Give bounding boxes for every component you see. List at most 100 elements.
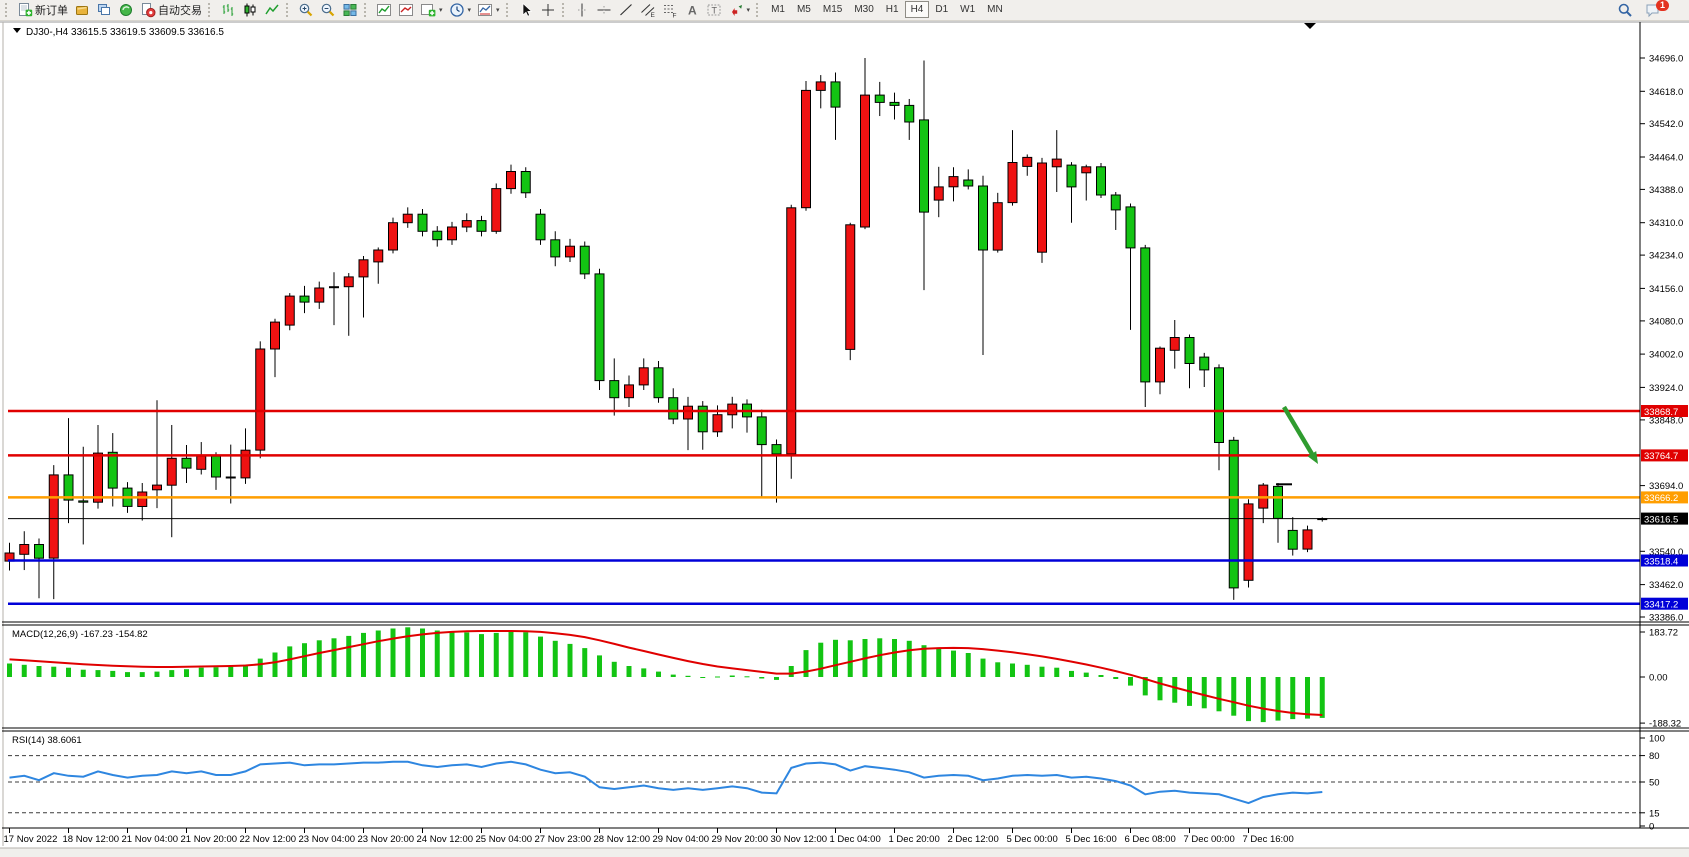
svg-text:100: 100 bbox=[1649, 734, 1665, 745]
chart-shift-marker[interactable] bbox=[1304, 23, 1316, 29]
timeframe-w1-button[interactable]: W1 bbox=[954, 1, 981, 18]
toolbar-group-timeframes: M1 M5 M15 M30 H1 H4 D1 W1 MN bbox=[753, 1, 1009, 19]
svg-text:34388.0: 34388.0 bbox=[1649, 185, 1683, 196]
cascade-windows-button[interactable] bbox=[93, 1, 115, 19]
periods-button[interactable]: ▾ bbox=[446, 1, 475, 19]
toolbar-grip bbox=[505, 2, 511, 17]
text-a-icon: A bbox=[688, 3, 697, 17]
horizontal-lines-layer[interactable] bbox=[8, 409, 1640, 605]
toolbar: 新订单 自动交易 ▾ ▾ ▾ E F A T ▾ M1 M5 M15 M30 H1 H4 D1 W1 MN 1 bbox=[0, 0, 1689, 21]
zoom-out-button[interactable] bbox=[317, 1, 339, 19]
market-watch-button[interactable] bbox=[115, 1, 137, 19]
horizontal-line-button[interactable] bbox=[593, 1, 615, 19]
templates-button[interactable]: ▾ bbox=[474, 1, 503, 19]
toolbar-grip bbox=[364, 2, 369, 17]
svg-text:33518.4: 33518.4 bbox=[1644, 556, 1678, 567]
notifications-button[interactable]: 1 bbox=[1642, 0, 1679, 19]
indicator-icon bbox=[377, 3, 391, 16]
svg-text:33417.2: 33417.2 bbox=[1644, 600, 1678, 611]
toolbar-grip bbox=[756, 2, 761, 17]
search-icon bbox=[1618, 3, 1632, 17]
svg-text:33462.0: 33462.0 bbox=[1649, 580, 1683, 591]
crosshair-icon bbox=[541, 3, 554, 16]
timeframe-mn-button[interactable]: MN bbox=[981, 1, 1009, 18]
chart-plus-icon bbox=[421, 3, 436, 16]
timeframe-m5-button[interactable]: M5 bbox=[791, 1, 817, 18]
chevron-down-icon: ▾ bbox=[496, 6, 500, 14]
autotrade-icon bbox=[142, 2, 156, 17]
svg-text:34310.0: 34310.0 bbox=[1649, 218, 1683, 229]
vertical-line-button[interactable] bbox=[571, 1, 593, 19]
timeframe-h4-button[interactable]: H4 bbox=[904, 1, 930, 18]
chart-area[interactable]: DJ30-,H4 33615.5 33619.5 33609.5 33616.5… bbox=[0, 21, 1689, 857]
indicator-windows-button[interactable] bbox=[395, 1, 417, 19]
zoom-out-icon bbox=[321, 3, 335, 16]
tile-windows-button[interactable] bbox=[339, 1, 361, 19]
line-chart-button[interactable] bbox=[261, 1, 283, 19]
cursor-icon bbox=[522, 2, 532, 17]
svg-text:34464.0: 34464.0 bbox=[1649, 153, 1683, 164]
text-label-button[interactable]: T bbox=[703, 1, 725, 19]
svg-text:T: T bbox=[711, 5, 717, 15]
trend-arrow-annotation[interactable] bbox=[1282, 405, 1318, 464]
new-order-button[interactable]: 新订单 bbox=[14, 1, 71, 19]
arrows-icon bbox=[731, 4, 742, 16]
svg-text:33868.7: 33868.7 bbox=[1644, 407, 1678, 418]
window-bottom-strip bbox=[0, 848, 1689, 857]
price-axis[interactable]: 34696.0 34618.0 34542.0 34464.0 34388.0 34310… bbox=[1639, 22, 1688, 833]
toolbar-group-chart-tools: ▾ ▾ ▾ bbox=[361, 1, 503, 19]
timeframe-m1-button[interactable]: M1 bbox=[765, 1, 791, 18]
svg-text:33764.7: 33764.7 bbox=[1644, 451, 1678, 462]
svg-text:34080.0: 34080.0 bbox=[1649, 316, 1683, 327]
toolbar-right: 1 bbox=[1614, 0, 1685, 19]
cursor-button[interactable] bbox=[515, 1, 537, 19]
clock-icon bbox=[449, 2, 464, 17]
timeframe-m15-button[interactable]: M15 bbox=[817, 1, 848, 18]
svg-text:RSI(14) 38.6061: RSI(14) 38.6061 bbox=[12, 735, 82, 746]
svg-text:24 Nov 12:00: 24 Nov 12:00 bbox=[417, 834, 474, 845]
toolbar-grip bbox=[286, 2, 291, 17]
zoom-in-icon bbox=[299, 3, 313, 16]
search-button[interactable] bbox=[1614, 1, 1636, 19]
orb-icon bbox=[120, 3, 132, 16]
zoom-in-button[interactable] bbox=[295, 1, 317, 19]
svg-text:15: 15 bbox=[1649, 808, 1660, 819]
svg-text:17 Nov 2022: 17 Nov 2022 bbox=[4, 834, 58, 845]
timeframe-d1-button[interactable]: D1 bbox=[929, 1, 954, 18]
candlestick-chart-button[interactable] bbox=[239, 1, 261, 19]
svg-text:F: F bbox=[672, 12, 676, 18]
auto-trading-button[interactable]: 自动交易 bbox=[137, 1, 205, 19]
trendline-button[interactable] bbox=[615, 1, 637, 19]
charts-button[interactable] bbox=[71, 1, 93, 19]
toolbar-button-label: 新订单 bbox=[35, 4, 68, 17]
timeframe-h1-button[interactable]: H1 bbox=[880, 1, 905, 18]
svg-text:34542.0: 34542.0 bbox=[1649, 119, 1683, 130]
svg-text:34618.0: 34618.0 bbox=[1649, 87, 1683, 98]
svg-text:1 Dec 20:00: 1 Dec 20:00 bbox=[889, 834, 940, 845]
add-indicator-button[interactable]: ▾ bbox=[417, 1, 446, 19]
text-button[interactable]: A bbox=[681, 1, 703, 19]
arrows-button[interactable]: ▾ bbox=[725, 1, 754, 19]
template-icon bbox=[478, 3, 493, 16]
equidistant-channel-button[interactable]: E bbox=[637, 1, 659, 19]
toolbar-group-chart-type bbox=[205, 1, 283, 19]
candles-layer bbox=[4, 58, 1328, 600]
svg-text:7 Dec 16:00: 7 Dec 16:00 bbox=[1243, 834, 1294, 845]
indicators-button[interactable] bbox=[373, 1, 395, 19]
timeframe-m30-button[interactable]: M30 bbox=[848, 1, 879, 18]
svg-text:23 Nov 20:00: 23 Nov 20:00 bbox=[358, 834, 415, 845]
svg-text:1 Dec 04:00: 1 Dec 04:00 bbox=[830, 834, 881, 845]
svg-text:34696.0: 34696.0 bbox=[1649, 54, 1683, 65]
svg-text:25 Nov 04:00: 25 Nov 04:00 bbox=[476, 834, 533, 845]
svg-text:30 Nov 12:00: 30 Nov 12:00 bbox=[771, 834, 828, 845]
toolbar-grip bbox=[5, 2, 10, 17]
bar-chart-button[interactable] bbox=[217, 1, 239, 19]
time-axis[interactable]: 17 Nov 2022 18 Nov 12:00 21 Nov 04:00 21 No… bbox=[2, 827, 1689, 845]
label-t-icon: T bbox=[707, 4, 721, 15]
crosshair-button[interactable] bbox=[537, 1, 559, 19]
fibonacci-button[interactable]: F bbox=[659, 1, 681, 19]
svg-text:34002.0: 34002.0 bbox=[1649, 350, 1683, 361]
symbol-header[interactable]: DJ30-,H4 33615.5 33619.5 33609.5 33616.5 bbox=[13, 27, 224, 38]
svg-text:27 Nov 23:00: 27 Nov 23:00 bbox=[535, 834, 592, 845]
